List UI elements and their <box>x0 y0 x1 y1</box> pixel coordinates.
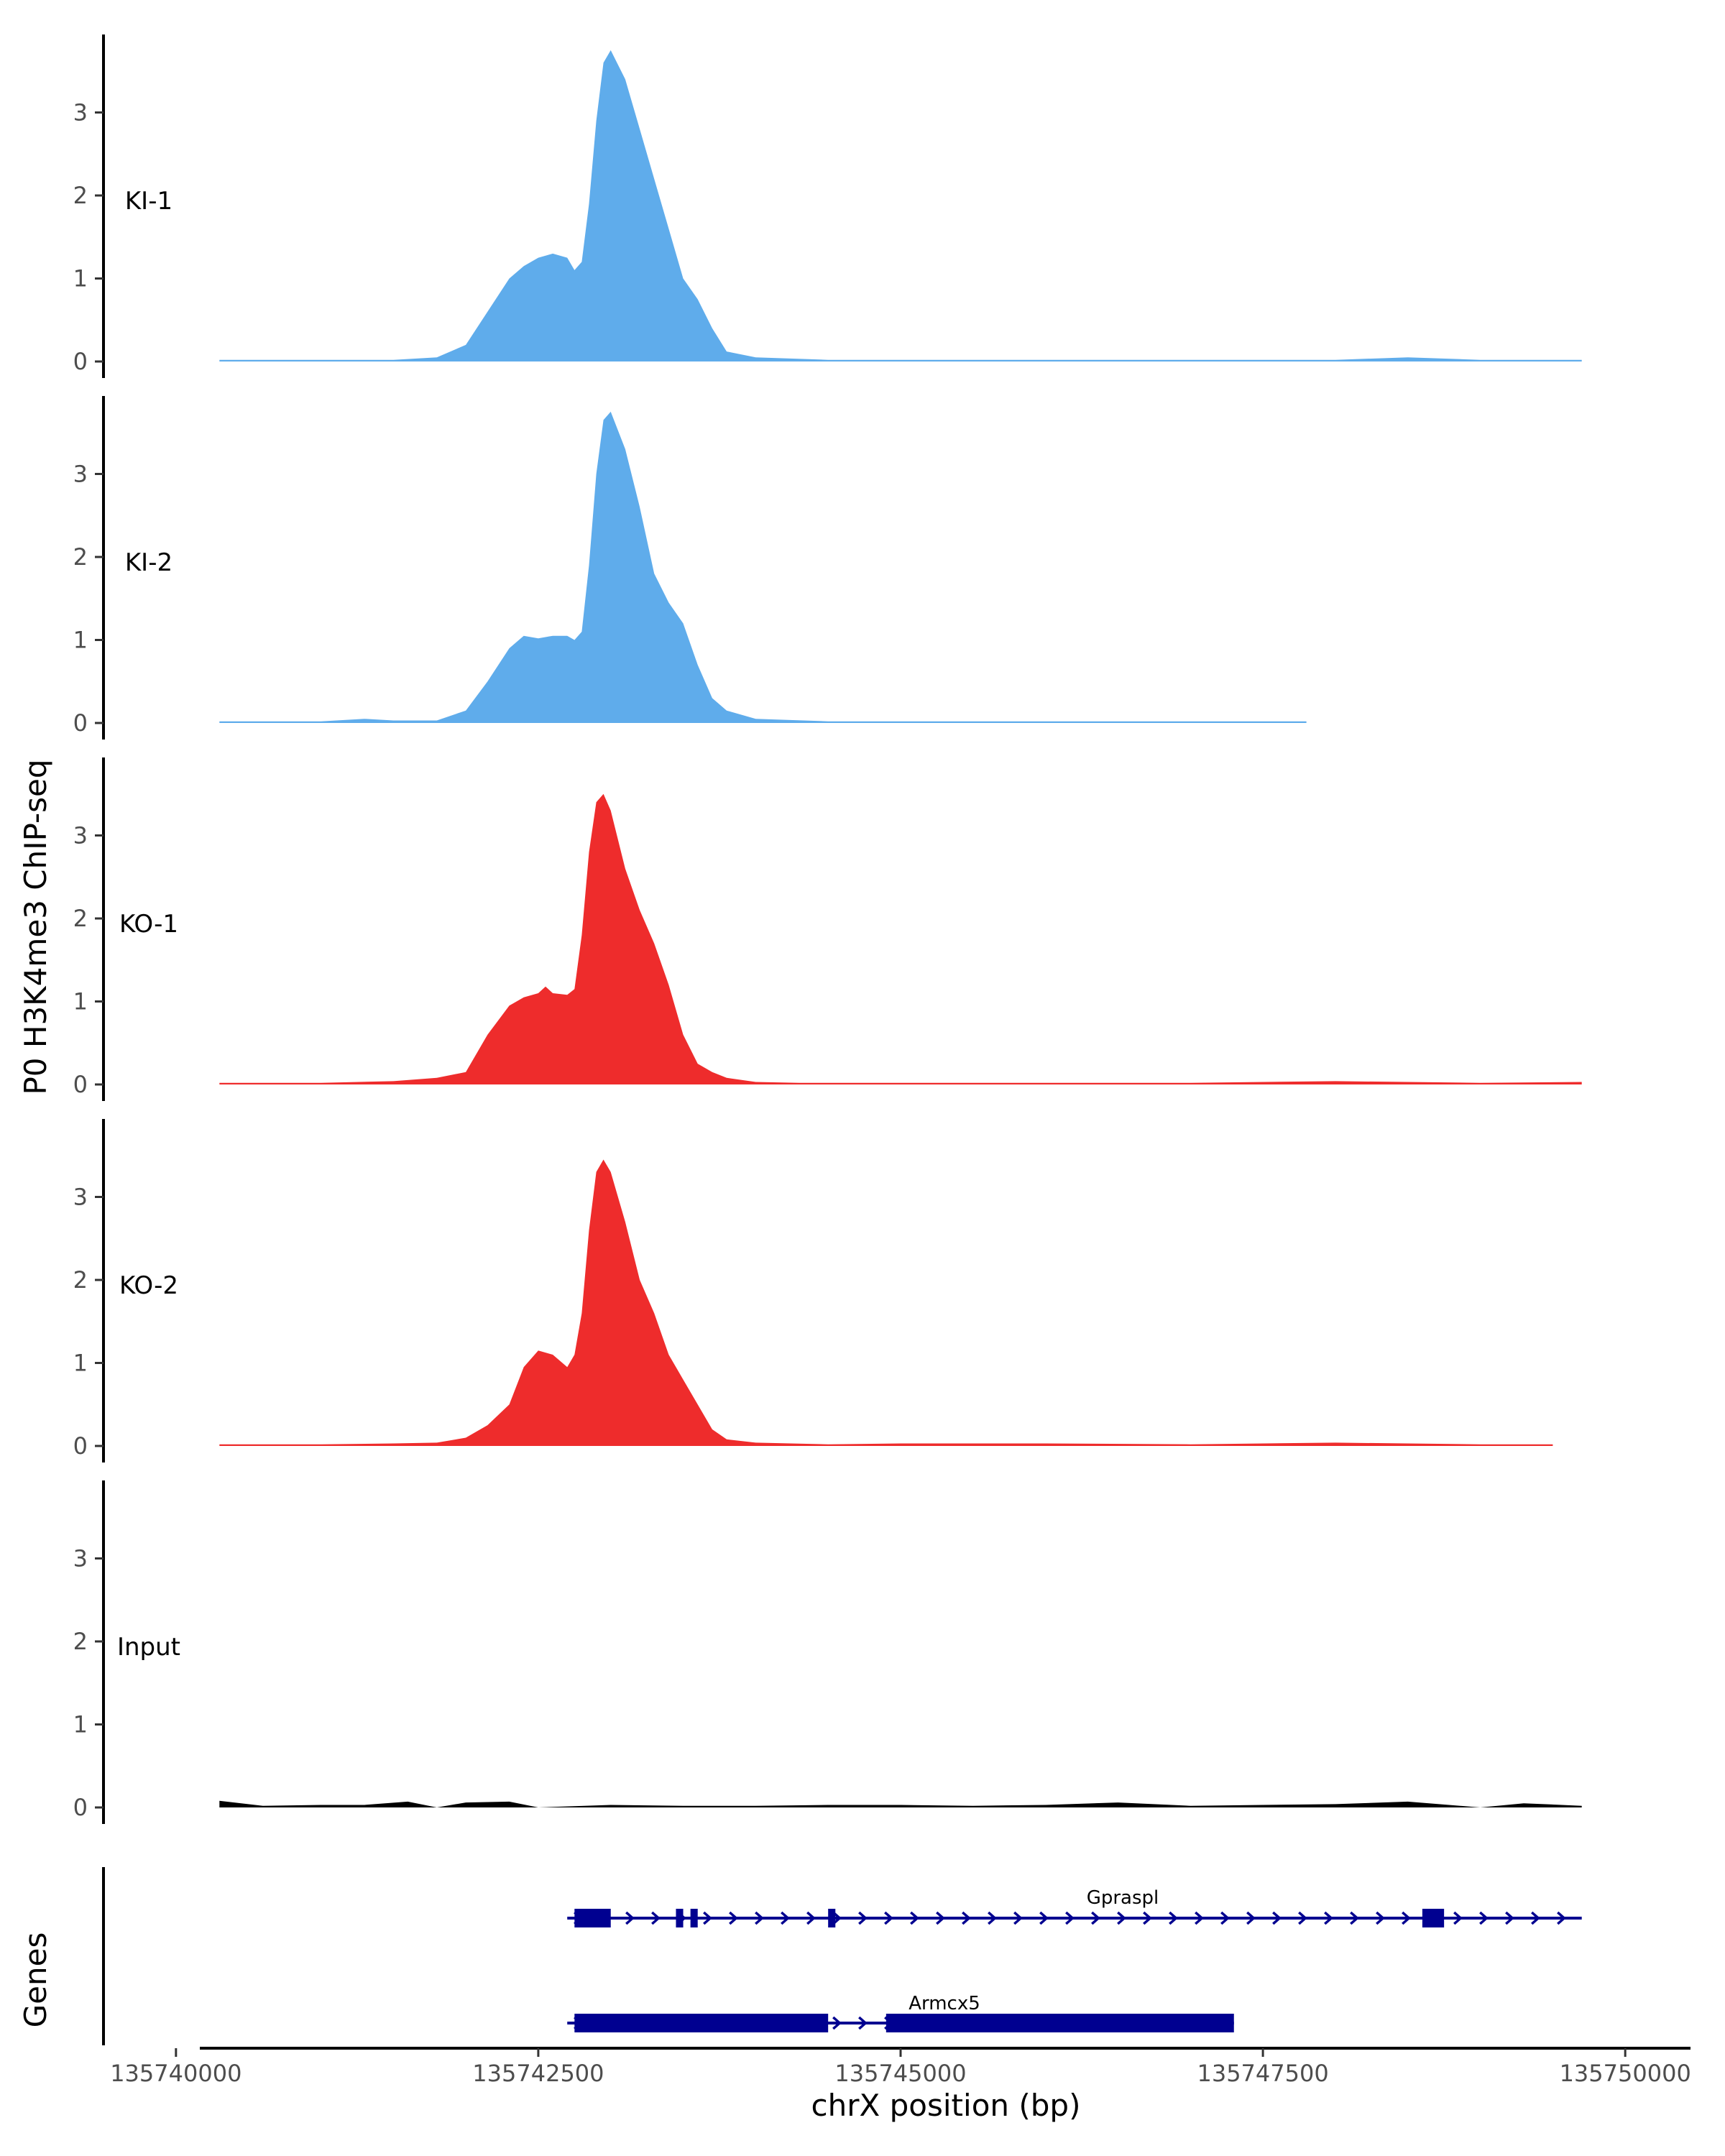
strand-arrow <box>729 1911 738 1925</box>
exon <box>1422 1909 1445 1927</box>
strand-arrow <box>1298 1911 1307 1925</box>
track-ki-1: 0 1 2 3 KI-1 <box>73 34 1582 378</box>
strand-arrow <box>884 1911 893 1925</box>
strand-arrow <box>1039 1911 1049 1925</box>
strand-arrow <box>1324 1911 1333 1925</box>
y-tick-label: 0 <box>73 1794 88 1821</box>
y-tick-label: 3 <box>73 1545 88 1572</box>
strand-arrow <box>858 2016 868 2030</box>
signal-area-ki-2 <box>219 411 1307 723</box>
y-tick-label: 0 <box>73 709 88 737</box>
track-label: KI-1 <box>125 187 172 216</box>
track-label: KO-2 <box>119 1271 178 1300</box>
track-ko-2: 0 1 2 3 KO-2 <box>73 1119 1553 1462</box>
x-tick-label: 135745000 <box>834 2060 966 2087</box>
exon <box>574 1909 611 1927</box>
genes-layer: Gpraspl Armcx5 <box>102 1867 1582 2045</box>
strand-arrow <box>1195 1911 1204 1925</box>
track-ko-1: 0 1 2 3 KO-1 <box>73 757 1582 1101</box>
strand-arrow <box>1557 1911 1566 1925</box>
exon <box>690 1909 698 1927</box>
x-axis: 135740000 135742500 135745000 135747500 1357… <box>110 2047 1691 2087</box>
y-tick-label: 0 <box>73 1071 88 1098</box>
exon <box>828 1909 836 1927</box>
track-label: KO-1 <box>119 910 178 939</box>
strand-arrow <box>703 1911 712 1925</box>
strand-arrow <box>625 1911 635 1925</box>
strand-arrow <box>1453 1911 1463 1925</box>
y-tick-label: 2 <box>73 1266 88 1294</box>
tracks-layer: 0 1 2 3 KI-1 0 1 2 3 KI-2 0 1 2 3 KO-1 0 1 2 3 KO-2 0 1 2 3 Inpu… <box>73 34 1582 1824</box>
track-label: KI-2 <box>125 548 172 577</box>
signal-area-ki-1 <box>219 50 1582 362</box>
gene-gpraspl: Gpraspl <box>567 1887 1582 1927</box>
strand-arrow <box>936 1911 945 1925</box>
strand-arrow <box>1479 1911 1489 1925</box>
y-tick-label: 3 <box>73 461 88 488</box>
y-axis-title: P0 H3K4me3 ChIP-seq <box>18 759 53 1095</box>
y-tick-label: 1 <box>73 265 88 292</box>
strand-arrow <box>1505 1911 1514 1925</box>
genes-axis-title: Genes <box>18 1932 53 2028</box>
x-tick-label: 135750000 <box>1560 2060 1691 2087</box>
y-tick-label: 1 <box>73 627 88 654</box>
strand-arrow <box>806 1911 816 1925</box>
y-tick-label: 2 <box>73 182 88 209</box>
strand-arrow <box>1065 1911 1075 1925</box>
strand-arrow <box>1091 1911 1100 1925</box>
strand-arrow <box>988 1911 997 1925</box>
strand-arrow <box>1402 1911 1411 1925</box>
y-tick-label: 3 <box>73 99 88 126</box>
gene-label: Gpraspl <box>1087 1887 1159 1909</box>
y-tick-label: 1 <box>73 1711 88 1738</box>
exon <box>676 1909 684 1927</box>
strand-arrow <box>755 1911 764 1925</box>
strand-arrow <box>858 1911 868 1925</box>
strand-arrow <box>1531 1911 1540 1925</box>
x-tick-label: 135740000 <box>110 2060 242 2087</box>
y-tick-label: 2 <box>73 905 88 932</box>
strand-arrow <box>962 1911 971 1925</box>
x-tick-label: 135747500 <box>1197 2060 1328 2087</box>
strand-arrow <box>1013 1911 1023 1925</box>
y-tick-label: 1 <box>73 1350 88 1377</box>
y-tick-label: 2 <box>73 543 88 571</box>
gene-armcx5: Armcx5 <box>567 1993 1234 2032</box>
strand-arrow <box>1246 1911 1256 1925</box>
track-input: 0 1 2 3 Input <box>73 1480 1582 1824</box>
strand-arrow <box>781 1911 790 1925</box>
exon <box>886 2014 1234 2032</box>
strand-arrow <box>1376 1911 1385 1925</box>
strand-arrow <box>1350 1911 1359 1925</box>
signal-area-ko-1 <box>219 793 1582 1084</box>
y-tick-label: 2 <box>73 1628 88 1655</box>
x-axis-title: chrX position (bp) <box>811 2088 1081 2123</box>
y-tick-label: 0 <box>73 348 88 375</box>
y-tick-label: 3 <box>73 1184 88 1211</box>
signal-area-input <box>219 1800 1582 1807</box>
strand-arrow <box>651 1911 661 1925</box>
y-tick-label: 1 <box>73 988 88 1015</box>
strand-arrow <box>1272 1911 1282 1925</box>
track-label: Input <box>117 1633 180 1662</box>
strand-arrow <box>1143 1911 1152 1925</box>
y-tick-label: 3 <box>73 822 88 849</box>
strand-arrow <box>1117 1911 1126 1925</box>
y-tick-label: 0 <box>73 1432 88 1460</box>
track-ki-2: 0 1 2 3 KI-2 <box>73 396 1307 740</box>
x-tick-label: 135742500 <box>472 2060 604 2087</box>
exon <box>574 2014 829 2032</box>
gene-label: Armcx5 <box>908 1993 980 2014</box>
strand-arrow <box>1169 1911 1178 1925</box>
signal-area-ko-2 <box>219 1159 1553 1446</box>
strand-arrow <box>832 2016 842 2030</box>
strand-arrow <box>1220 1911 1230 1925</box>
strand-arrow <box>910 1911 919 1925</box>
